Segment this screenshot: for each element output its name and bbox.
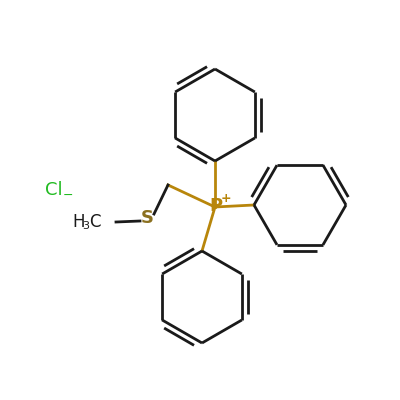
Text: H: H xyxy=(72,213,84,231)
Text: P: P xyxy=(210,197,222,215)
Text: −: − xyxy=(63,188,74,202)
Text: +: + xyxy=(221,192,231,204)
Text: C: C xyxy=(89,213,100,231)
Text: Cl: Cl xyxy=(45,181,63,199)
Text: 3: 3 xyxy=(82,221,89,231)
Text: S: S xyxy=(140,209,154,227)
